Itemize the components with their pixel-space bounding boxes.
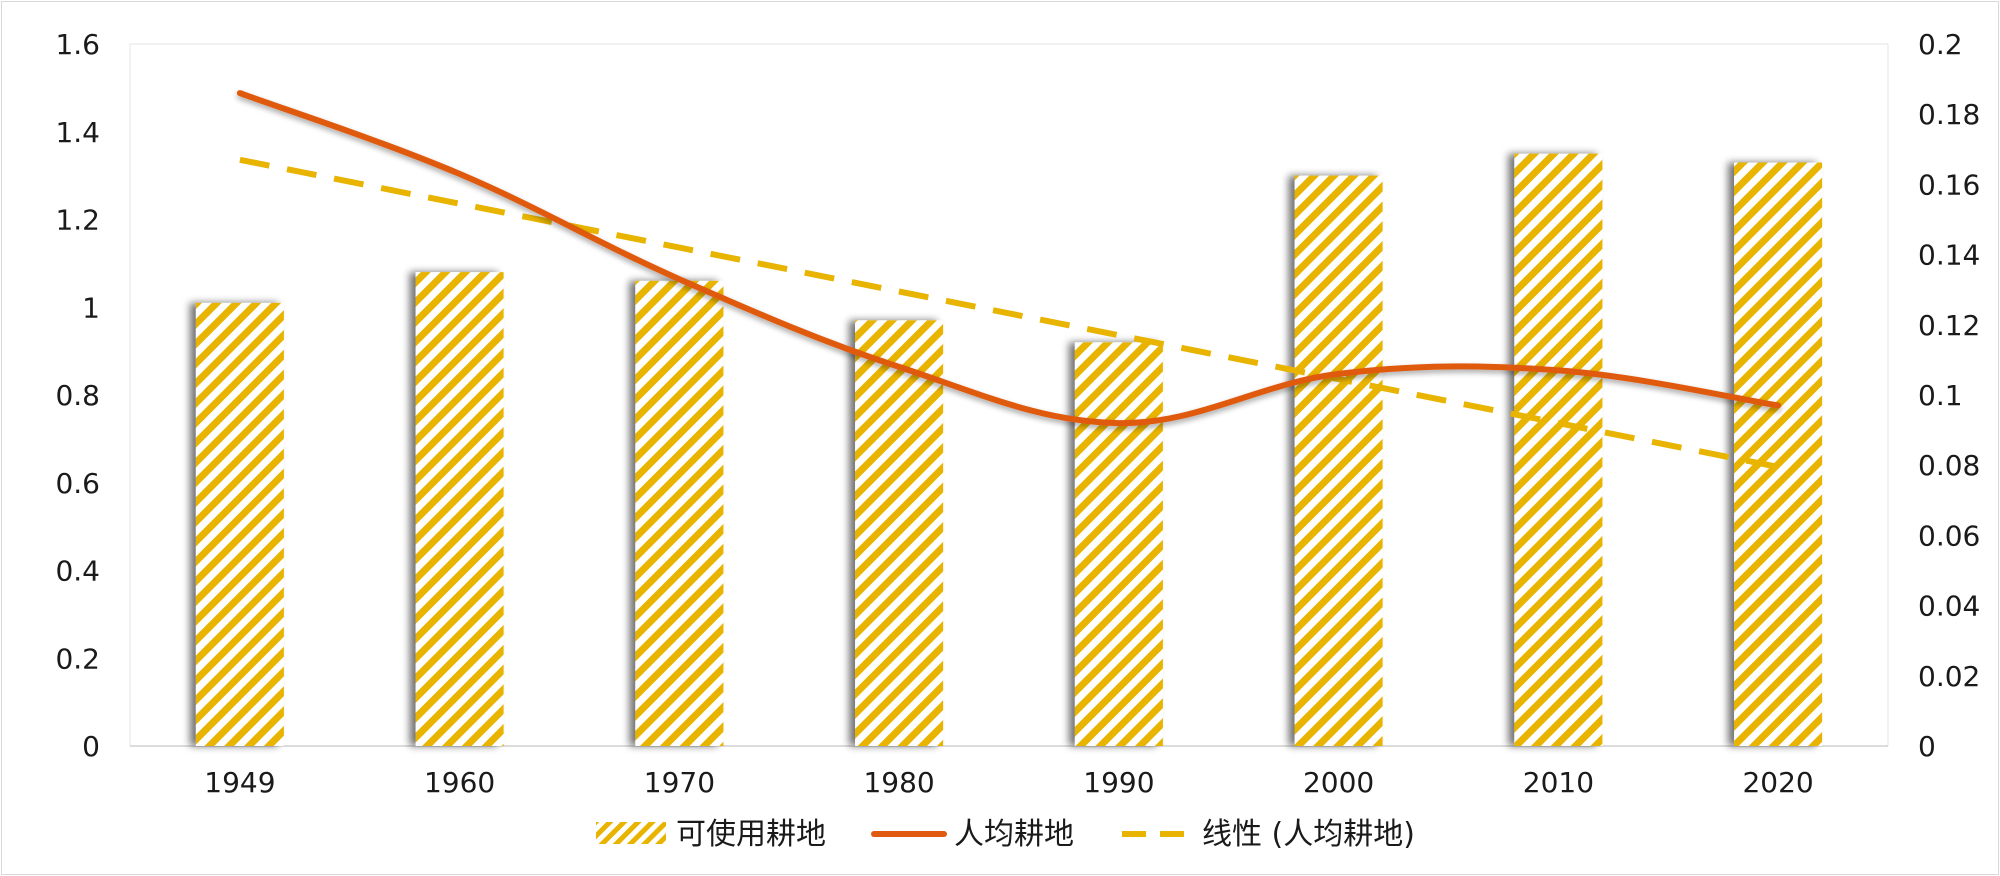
right-tick-label: 0.12: [1918, 309, 1980, 342]
right-tick-label: 0.14: [1918, 239, 1980, 272]
point-per-capita-1990: [1118, 422, 1120, 424]
x-axis-ticks: 1949 1960 1970 1980 1990 2000 2010 2020: [204, 766, 1813, 799]
bar-1980: [855, 320, 944, 746]
bar-2020: [1734, 162, 1823, 746]
bar-1990: [1074, 342, 1163, 746]
line-per-capita: [236, 90, 1782, 427]
left-tick-label: 1: [82, 291, 100, 324]
x-tick-label: 1960: [424, 766, 495, 799]
left-tick-label: 1.2: [55, 204, 100, 237]
right-tick-label: 0: [1918, 730, 1936, 763]
bar-1970: [635, 280, 724, 746]
legend-swatch-bar: [596, 822, 666, 844]
right-tick-label: 0.08: [1918, 449, 1980, 482]
bar-2000: [1294, 175, 1383, 747]
x-tick-label: 1949: [204, 766, 275, 799]
point-per-capita-2010: [1557, 369, 1559, 371]
bar-1949: [195, 302, 284, 746]
left-tick-label: 0.2: [55, 642, 100, 675]
point-per-capita-1970: [678, 278, 680, 280]
left-tick-label: 0.6: [55, 467, 100, 500]
left-tick-label: 1.6: [55, 28, 100, 61]
left-tick-label: 0.4: [55, 555, 100, 588]
x-tick-label: 1990: [1083, 766, 1154, 799]
legend: 可使用耕地 人均耕地 线性 (人均耕地): [596, 817, 1415, 852]
point-per-capita-1980: [898, 366, 900, 368]
bar-1960: [415, 272, 504, 746]
right-tick-label: 0.18: [1918, 98, 1980, 131]
legend-label-line: 人均耕地: [954, 817, 1074, 852]
right-tick-label: 0.02: [1918, 660, 1980, 693]
left-tick-label: 0: [82, 730, 100, 763]
right-tick-label: 0.16: [1918, 168, 1980, 201]
right-tick-label: 0.04: [1918, 590, 1980, 623]
right-tick-label: 0.06: [1918, 519, 1980, 552]
point-per-capita-2000: [1338, 373, 1340, 375]
right-tick-label: 0.1: [1918, 379, 1963, 412]
right-tick-label: 0.2: [1918, 28, 1963, 61]
x-tick-label: 1970: [644, 766, 715, 799]
x-tick-label: 2020: [1742, 766, 1813, 799]
legend-label-bar: 可使用耕地: [676, 817, 826, 852]
point-per-capita-2020: [1777, 405, 1779, 406]
right-axis-ticks: 0 0.02 0.04 0.06 0.08 0.1 0.12 0.14 0.16 0.18 0.2: [1918, 28, 1980, 763]
left-tick-label: 0.8: [55, 379, 100, 412]
x-tick-label: 2010: [1523, 766, 1594, 799]
legend-label-trendline: 线性 (人均耕地): [1202, 817, 1415, 852]
x-tick-label: 2000: [1303, 766, 1374, 799]
bar-series-group: [195, 153, 1823, 747]
bar-2010: [1514, 153, 1603, 746]
x-tick-label: 1980: [863, 766, 934, 799]
trendline-per-capita: [239, 156, 1779, 470]
point-per-capita-1949: [239, 92, 241, 94]
left-axis-ticks: 0 0.2 0.4 0.6 0.8 1 1.2 1.4 1.6: [55, 28, 100, 763]
point-per-capita-1960: [459, 173, 461, 175]
left-tick-label: 1.4: [55, 116, 100, 149]
line-series-group: [236, 90, 1782, 470]
